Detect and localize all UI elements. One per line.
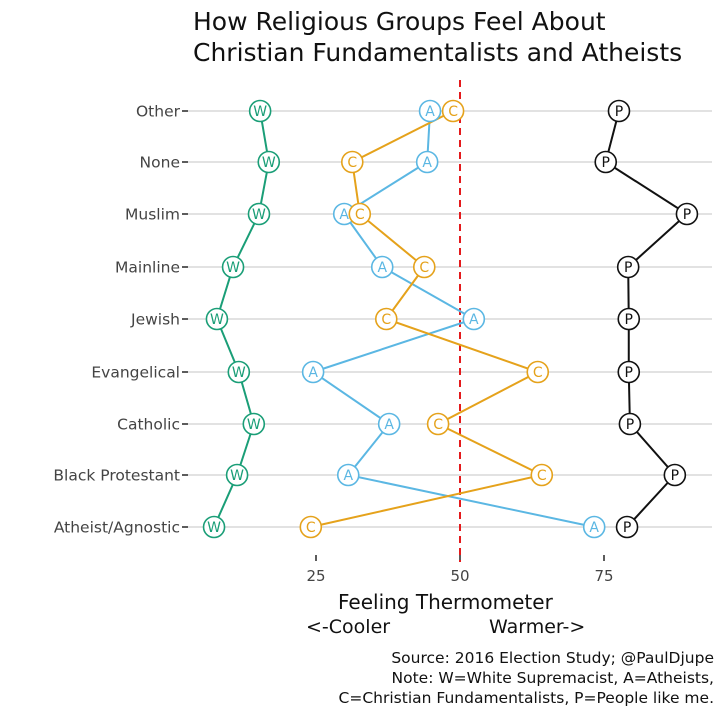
- svg-text:A: A: [469, 312, 479, 328]
- svg-text:A: A: [422, 155, 432, 171]
- x-axis-warmer-label: Warmer->: [489, 616, 586, 638]
- marker-W: W: [227, 360, 251, 384]
- svg-text:C: C: [381, 312, 391, 328]
- svg-text:W: W: [230, 468, 244, 484]
- chart-caption: Source: 2016 Election Study; @PaulDjupe …: [339, 648, 714, 708]
- y-tick-label: Atheist/Agnostic: [54, 519, 180, 537]
- marker-A: A: [418, 99, 442, 123]
- chart-title-line2: Christian Fundamentalists and Atheists: [193, 38, 683, 67]
- svg-text:P: P: [626, 417, 634, 433]
- marker-C: C: [441, 99, 465, 123]
- x-tick-label: 25: [306, 567, 325, 585]
- marker-C: C: [530, 463, 554, 487]
- x-axis-label: Feeling Thermometer: [338, 590, 553, 614]
- marker-A: A: [462, 307, 486, 331]
- marker-P: P: [594, 150, 618, 174]
- marker-A: A: [301, 360, 325, 384]
- svg-text:W: W: [253, 104, 267, 120]
- svg-text:C: C: [448, 104, 458, 120]
- svg-text:W: W: [247, 417, 261, 433]
- marker-W: W: [202, 515, 226, 539]
- marker-P: P: [663, 463, 687, 487]
- marker-W: W: [242, 412, 266, 436]
- svg-text:A: A: [384, 417, 394, 433]
- svg-text:P: P: [623, 520, 631, 536]
- svg-text:C: C: [433, 417, 443, 433]
- marker-A: A: [377, 412, 401, 436]
- marker-C: C: [340, 150, 364, 174]
- marker-P: P: [617, 307, 641, 331]
- svg-text:C: C: [533, 365, 543, 381]
- svg-text:P: P: [602, 155, 610, 171]
- svg-text:W: W: [232, 365, 246, 381]
- svg-text:A: A: [425, 104, 435, 120]
- svg-text:P: P: [625, 312, 633, 328]
- marker-W: W: [248, 99, 272, 123]
- svg-text:W: W: [207, 520, 221, 536]
- marker-P: P: [615, 515, 639, 539]
- svg-text:P: P: [683, 207, 691, 223]
- marker-C: C: [426, 412, 450, 436]
- svg-text:P: P: [625, 365, 633, 381]
- marker-P: P: [675, 202, 699, 226]
- marker-C: C: [348, 202, 372, 226]
- marker-C: C: [299, 515, 323, 539]
- marker-C: C: [526, 360, 550, 384]
- svg-text:P: P: [671, 468, 679, 484]
- marker-A: A: [336, 463, 360, 487]
- svg-text:C: C: [347, 155, 357, 171]
- marker-P: P: [617, 360, 641, 384]
- marker-A: A: [370, 255, 394, 279]
- svg-text:A: A: [343, 468, 353, 484]
- chart-title-line1: How Religious Groups Feel About: [193, 7, 606, 36]
- chart-title: How Religious Groups Feel About Christia…: [193, 6, 682, 68]
- svg-text:W: W: [226, 260, 240, 276]
- x-tick-label: 50: [450, 567, 469, 585]
- marker-P: P: [618, 412, 642, 436]
- x-tick-label: 75: [594, 567, 613, 585]
- y-tick-label: Jewish: [130, 311, 180, 329]
- marker-W: W: [205, 307, 229, 331]
- marker-A: A: [415, 150, 439, 174]
- y-tick-label: Other: [136, 103, 181, 121]
- svg-text:W: W: [252, 207, 266, 223]
- svg-text:P: P: [615, 104, 623, 120]
- marker-P: P: [607, 99, 631, 123]
- y-tick-label: Mainline: [115, 259, 180, 277]
- marker-W: W: [257, 150, 281, 174]
- svg-text:C: C: [419, 260, 429, 276]
- svg-text:A: A: [377, 260, 387, 276]
- svg-text:A: A: [589, 520, 599, 536]
- svg-text:A: A: [339, 207, 349, 223]
- y-tick-label: Catholic: [117, 416, 180, 434]
- svg-text:P: P: [624, 260, 632, 276]
- y-tick-label: Black Protestant: [53, 467, 180, 485]
- svg-text:W: W: [262, 155, 276, 171]
- x-axis-cooler-label: <-Cooler: [306, 616, 391, 638]
- marker-C: C: [412, 255, 436, 279]
- svg-text:C: C: [306, 520, 316, 536]
- marker-W: W: [247, 202, 271, 226]
- marker-P: P: [616, 255, 640, 279]
- caption-note-cont: C=Christian Fundamentalists, P=People li…: [338, 689, 714, 707]
- y-tick-label: Evangelical: [91, 364, 180, 382]
- marker-C: C: [374, 307, 398, 331]
- marker-A: A: [582, 515, 606, 539]
- y-tick-label: Muslim: [125, 206, 180, 224]
- y-tick-label: None: [140, 154, 180, 172]
- svg-text:W: W: [210, 312, 224, 328]
- svg-text:C: C: [537, 468, 547, 484]
- marker-W: W: [225, 463, 249, 487]
- caption-note: Note: W=White Supremacist, A=Atheists,: [391, 669, 714, 687]
- caption-source: Source: 2016 Election Study; @PaulDjupe: [391, 649, 714, 667]
- svg-text:A: A: [308, 365, 318, 381]
- svg-text:C: C: [355, 207, 365, 223]
- marker-W: W: [221, 255, 245, 279]
